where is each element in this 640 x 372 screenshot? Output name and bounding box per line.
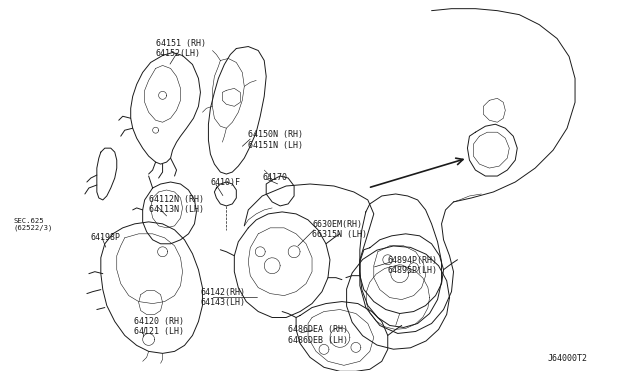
Text: 6486DEA (RH)
6486DEB (LH): 6486DEA (RH) 6486DEB (LH) (288, 326, 348, 345)
Text: 64120 (RH)
64121 (LH): 64120 (RH) 64121 (LH) (134, 317, 184, 336)
Text: 64142(RH)
64143(LH): 64142(RH) 64143(LH) (200, 288, 246, 307)
Text: 64150N (RH)
64151N (LH): 64150N (RH) 64151N (LH) (248, 130, 303, 150)
Text: 64112N (RH)
64113N (LH): 64112N (RH) 64113N (LH) (148, 195, 204, 214)
Text: 6630EM(RH)
66315N (LH): 6630EM(RH) 66315N (LH) (312, 220, 367, 239)
Text: 64894P(RH)
64895P(LH): 64894P(RH) 64895P(LH) (388, 256, 438, 275)
Text: 64151 (RH)
64152(LH): 64151 (RH) 64152(LH) (156, 39, 205, 58)
Text: 64170: 64170 (262, 173, 287, 182)
Text: SEC.625
(62522/3): SEC.625 (62522/3) (13, 218, 52, 231)
Text: J64000T2: J64000T2 (547, 355, 587, 363)
Text: 6410)F: 6410)F (211, 178, 241, 187)
Text: 64198P: 64198P (91, 233, 121, 242)
